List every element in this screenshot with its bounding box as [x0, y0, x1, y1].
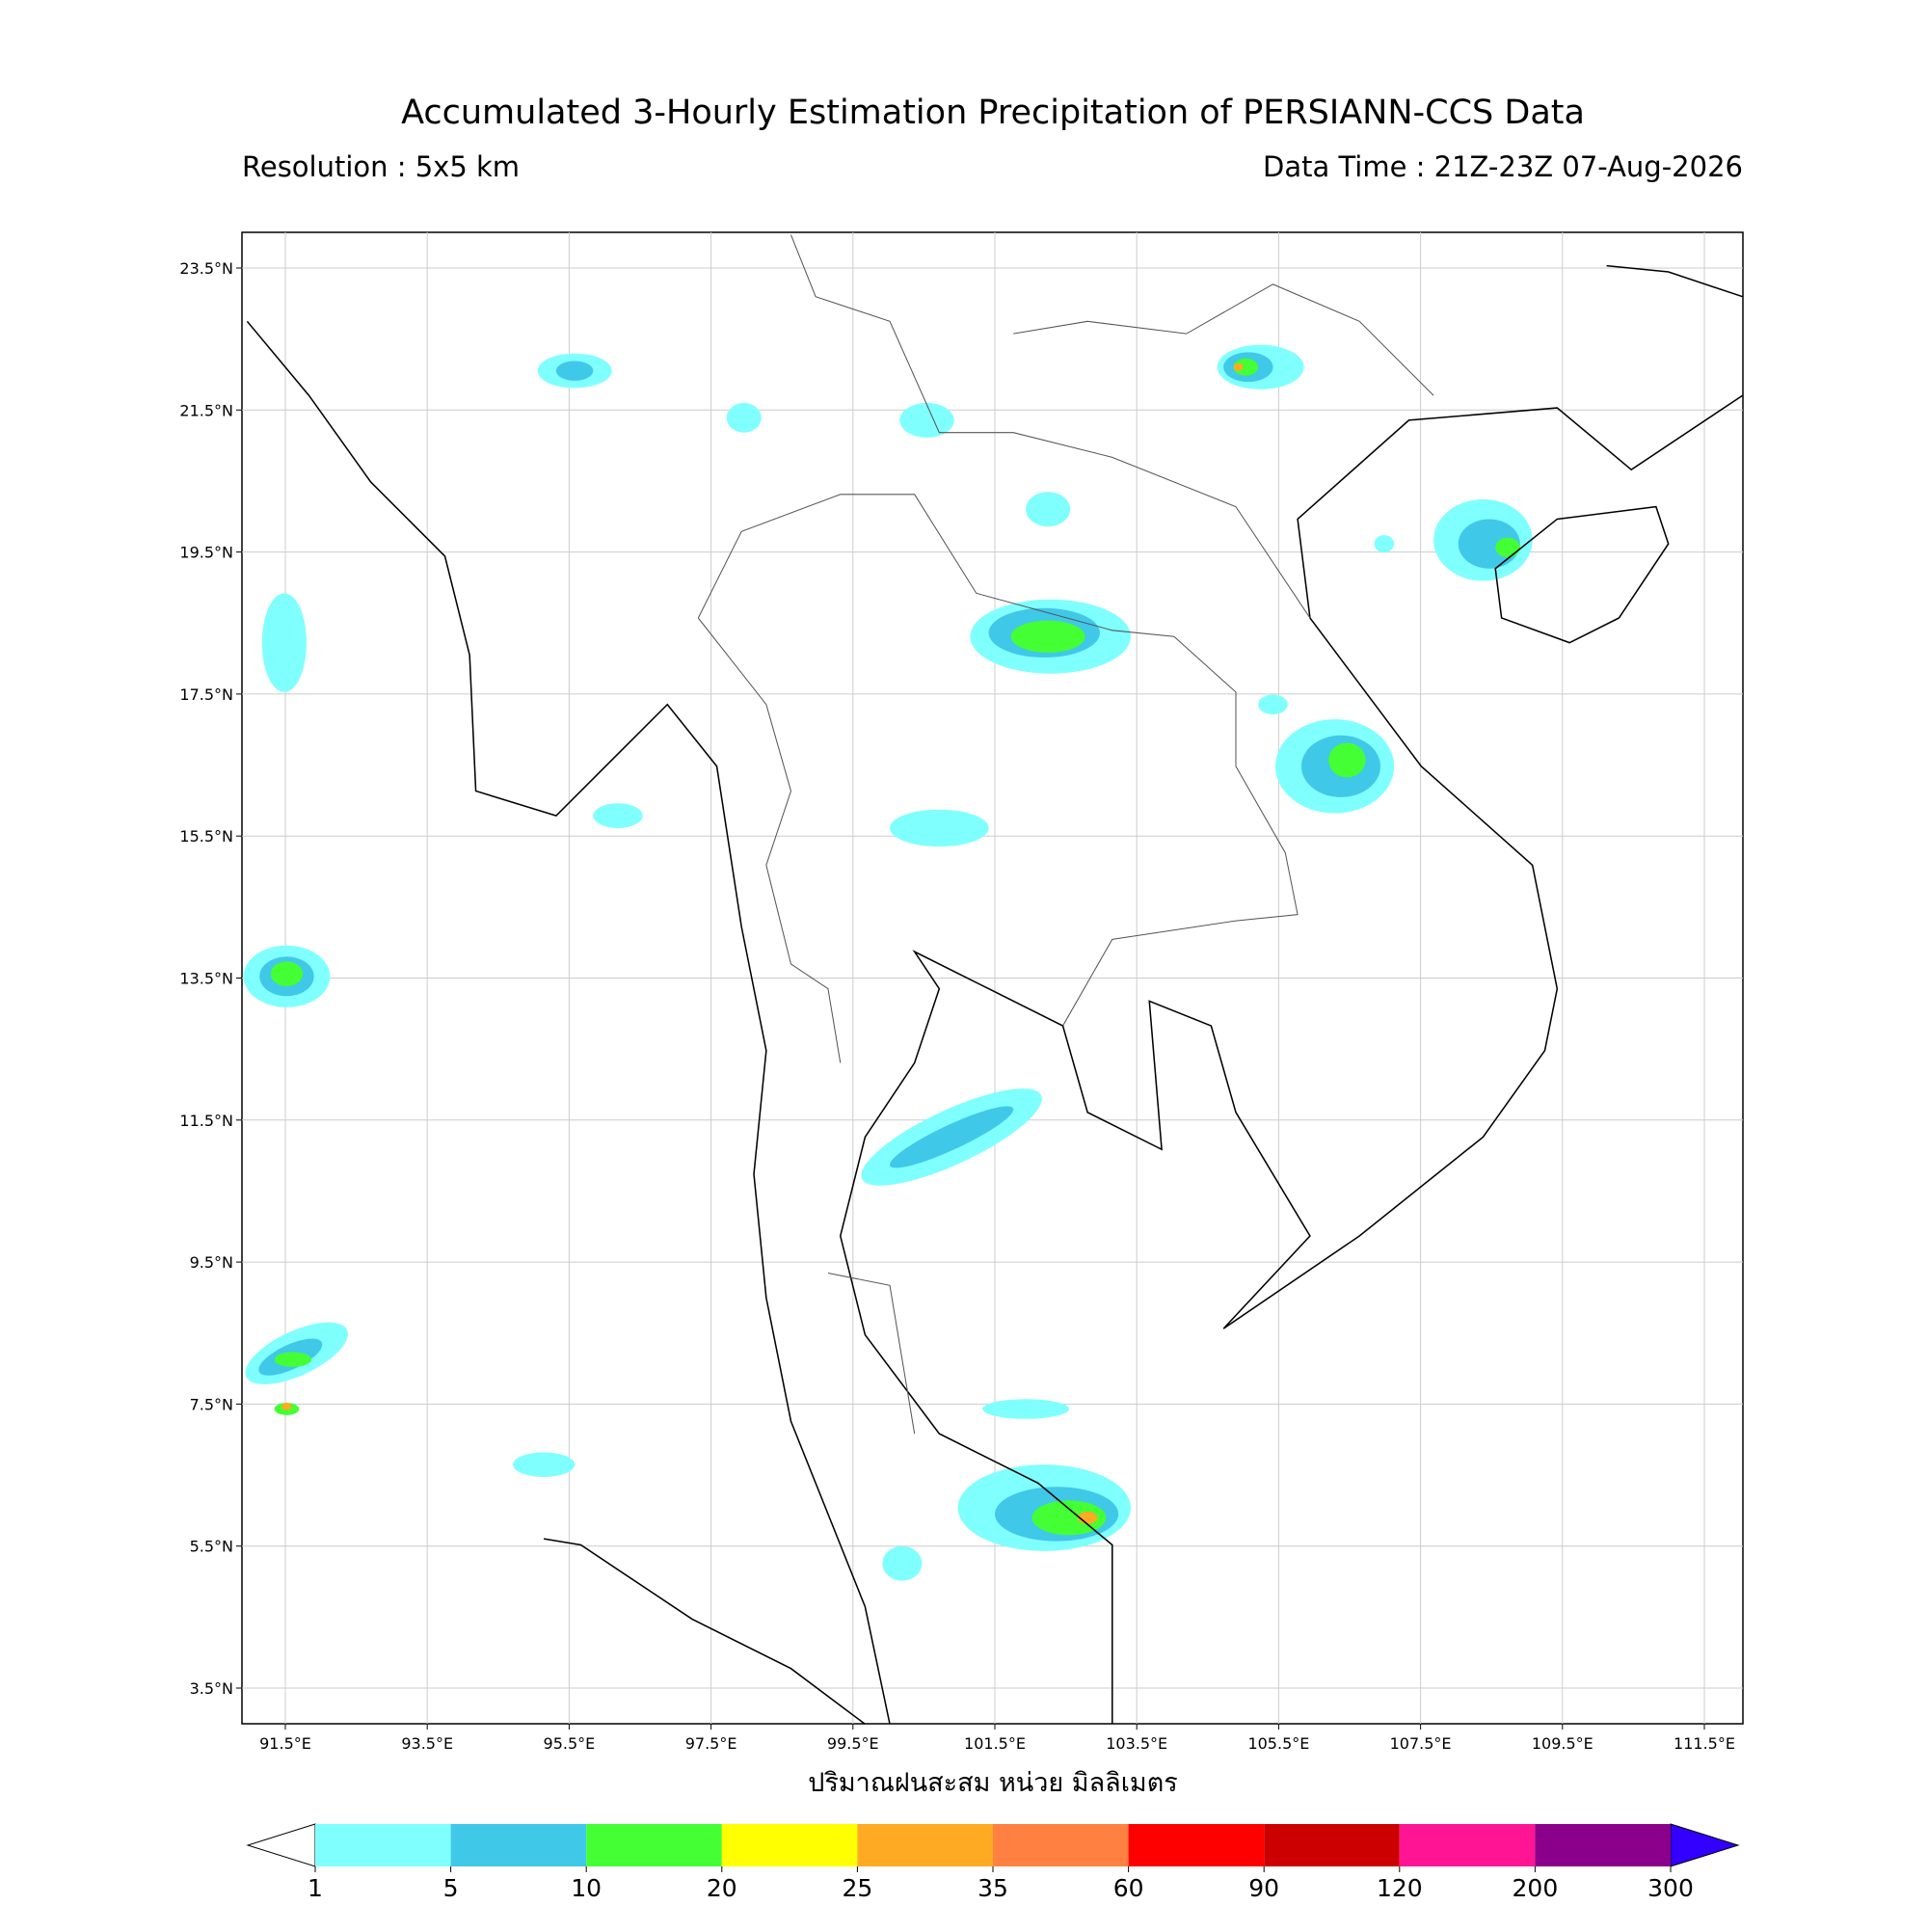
colorbar: 1 5 10 20 25 35 60 90 120 200 300 — [246, 1823, 1740, 1902]
colorbar-segment — [993, 1824, 1129, 1866]
map: 23.5°N 21.5°N 19.5°N 17.5°N 15.5°N 13.5°N 11.5… — [179, 231, 1744, 1753]
colorbar-segment — [1535, 1824, 1671, 1866]
lon-tick-label: 103.5°E — [1106, 1734, 1167, 1753]
lat-tick-label: 19.5°N — [179, 544, 233, 562]
colorbar-segment — [450, 1824, 587, 1866]
colorbar-over — [1670, 1823, 1740, 1867]
colorbar-label: ปริมาณฝนสะสม หน่วย มิลลิเมตร — [808, 1768, 1178, 1798]
colorbar-tick-label: 5 — [443, 1874, 459, 1902]
lat-tick-label: 7.5°N — [190, 1395, 233, 1413]
colorbar-tick-label: 1 — [308, 1874, 323, 1902]
lon-tick-label: 97.5°E — [685, 1734, 737, 1753]
rain-field — [243, 234, 1744, 1726]
lon-tick-label: 91.5°E — [259, 1734, 311, 1753]
colorbar-segment — [586, 1824, 722, 1866]
colorbar-tick-label: 60 — [1113, 1874, 1144, 1902]
colorbar-segment — [1399, 1824, 1536, 1866]
lat-tick-label: 17.5°N — [179, 685, 233, 704]
lat-tick-label: 3.5°N — [190, 1679, 233, 1698]
colorbar-tick-label: 200 — [1513, 1874, 1559, 1902]
grid — [242, 232, 1743, 1724]
lon-tick-label: 101.5°E — [964, 1734, 1026, 1753]
colorbar-under — [246, 1823, 316, 1867]
ticks: 23.5°N 21.5°N 19.5°N 17.5°N 15.5°N 13.5°N 11.5… — [179, 259, 1735, 1753]
colorbar-tick-label: 90 — [1248, 1874, 1279, 1902]
colorbar-segment — [721, 1824, 858, 1866]
lon-tick-label: 95.5°E — [544, 1734, 596, 1753]
title: Accumulated 3-Hourly Estimation Precipit… — [401, 94, 1585, 132]
lat-tick-label: 9.5°N — [190, 1253, 233, 1272]
colorbar-tick-label: 300 — [1647, 1874, 1694, 1902]
colorbar-segment — [1264, 1824, 1400, 1866]
colorbar-segment — [857, 1824, 993, 1866]
lat-tick-label: 13.5°N — [179, 970, 233, 988]
colorbar-tick-label: 120 — [1377, 1874, 1423, 1902]
lon-tick-label: 111.5°E — [1674, 1734, 1735, 1753]
resolution: Resolution : 5x5 km — [242, 150, 520, 183]
colorbar-tick-label: 35 — [977, 1874, 1008, 1902]
lon-tick-label: 105.5°E — [1247, 1734, 1309, 1753]
lon-tick-label: 93.5°E — [401, 1734, 453, 1753]
lon-tick-label: 99.5°E — [827, 1734, 879, 1753]
lat-tick-label: 15.5°N — [179, 827, 233, 845]
lat-tick-label: 23.5°N — [179, 259, 233, 278]
data-time: Data Time : 21Z-23Z 07-Aug-2026 — [1263, 150, 1743, 183]
colorbar-segment — [315, 1824, 451, 1866]
colorbar-segment — [1128, 1824, 1265, 1866]
lat-tick-label: 11.5°N — [179, 1112, 233, 1130]
lat-tick-label: 21.5°N — [179, 401, 233, 419]
colorbar-tick-label: 25 — [842, 1874, 872, 1902]
lon-tick-label: 109.5°E — [1532, 1734, 1593, 1753]
lon-tick-label: 107.5°E — [1390, 1734, 1452, 1753]
lat-tick-label: 5.5°N — [190, 1538, 233, 1556]
colorbar-tick-label: 20 — [707, 1874, 737, 1902]
colorbar-tick-label: 10 — [571, 1874, 602, 1902]
